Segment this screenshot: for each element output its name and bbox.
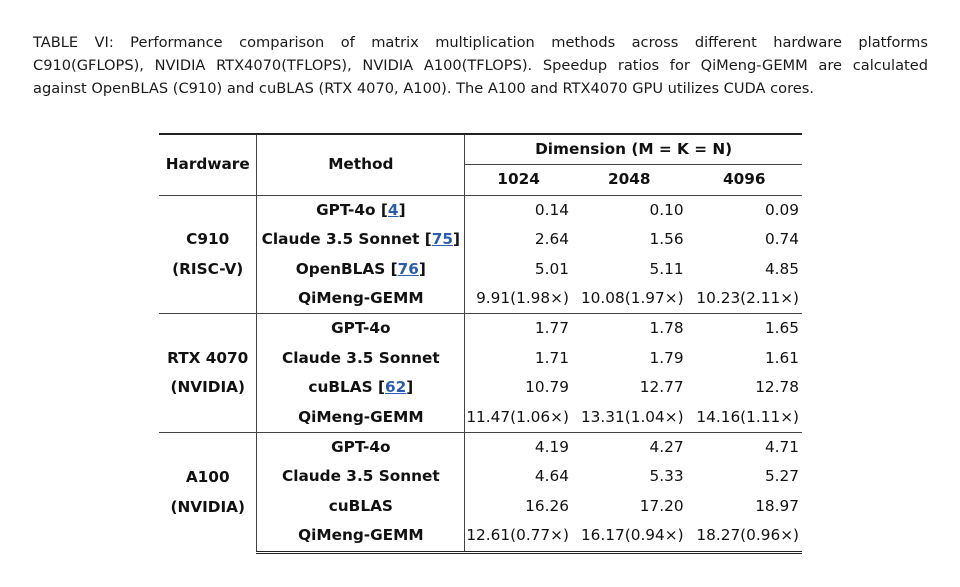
header-size-4096: 4096 [686,164,802,196]
value-cell-2048: 5.33 [649,467,684,486]
value-cell-4096: 18.97 [755,496,799,515]
method-name: QiMeng-GEMM [298,526,424,545]
value-cell-2048: 0.10 [571,194,687,226]
hardware-arch: (NVIDIA) [170,378,245,397]
hardware-cell: C910 (RISC-V) [159,194,258,314]
hardware-arch: (RISC-V) [172,259,244,278]
table-caption: TABLE VI: Performance comparison of matr… [33,31,928,100]
citation-link[interactable]: 62 [384,378,407,397]
value-cell-2048: 10.08(1.97×) [580,289,684,308]
hardware-arch: (NVIDIA) [170,497,245,516]
value-cell-4096: 0.74 [764,230,799,249]
value-cell-2048: 16.17(0.94×) [571,521,687,554]
value-cell-4096: 1.65 [686,313,802,344]
method-name: OpenBLAS [295,259,386,278]
method-cell: Claude 3.5 Sonnet [256,462,466,492]
value-cell-1024: 9.91(1.98×) [476,289,569,308]
method-name: cuBLAS [308,378,373,397]
value-cell-2048: 13.31(1.04×) [580,407,684,426]
value-cell-1024: 11.47(1.06×) [466,407,569,426]
header-size-1024: 1024 [464,164,572,196]
value-cell-2048: 4.27 [571,432,687,463]
method-cell: GPT-4o [256,313,466,344]
value-cell-4096: 14.16(1.11×) [696,407,799,426]
hardware-cell: A100 (NVIDIA) [159,432,258,553]
value-cell-4096: 5.27 [764,467,799,486]
table-body: C910 (RISC-V) GPT-4o [4] 0.14 0.10 0.09 Claude… [159,194,802,554]
method-name: cuBLAS [328,496,393,515]
method-cell: GPT-4o [4] [256,194,466,226]
table-row: QiMeng-GEMM 9.91(1.98×) 10.08(1.97×) 10.23(… [159,284,802,314]
method-cell: QiMeng-GEMM [256,521,466,554]
caption-line-3: against OpenBLAS (C910) and cuBLAS (RTX … [33,80,815,97]
method-name: Claude 3.5 Sonnet [261,230,420,249]
value-cell-1024: 4.64 [534,467,569,486]
value-cell-4096: 4.71 [686,432,802,463]
value-cell-4096: 1.61 [764,348,799,367]
citation-link[interactable]: 76 [397,259,419,278]
caption-line-2: C910(GFLOPS), NVIDIA RTX4070(TFLOPS), NV… [33,57,928,74]
hardware-name: C910 [186,230,230,249]
value-cell-2048: 5.11 [649,259,684,278]
table-row: Claude 3.5 Sonnet 4.64 5.33 5.27 [159,462,802,492]
value-cell-1024: 16.26 [525,496,569,515]
value-cell-2048: 1.79 [649,348,684,367]
value-cell-1024: 0.14 [464,194,572,226]
method-cell: QiMeng-GEMM [256,284,466,314]
value-cell-1024: 1.71 [534,348,569,367]
citation-link[interactable]: 4 [387,200,399,219]
header-dimension: Dimension (M = K = N) [464,133,802,166]
table-row: Claude 3.5 Sonnet 1.71 1.79 1.61 [159,343,802,374]
method-cell: GPT-4o [256,432,466,463]
value-cell-2048: 12.77 [639,378,684,397]
method-name: QiMeng-GEMM [298,289,424,308]
performance-table: Hardware Method Dimension (M = K = N) 10… [159,132,802,554]
table-row: cuBLAS 16.26 17.20 18.97 [159,491,802,522]
header-method: Method [256,132,466,196]
table-row: Claude 3.5 Sonnet [75] 2.64 1.56 0.74 [159,225,802,255]
value-cell-1024: 2.64 [534,230,569,249]
table-row: QiMeng-GEMM 11.47(1.06×) 13.31(1.04×) 14.16… [159,402,802,433]
value-cell-1024: 12.61(0.77×) [464,521,572,554]
value-cell-2048: 17.20 [639,496,684,515]
method-cell: cuBLAS [256,491,466,522]
table-header: Hardware Method Dimension (M = K = N) 10… [159,132,802,196]
value-cell-4096: 0.09 [686,194,802,226]
method-cell: OpenBLAS [76] [256,254,466,285]
header-size-2048: 2048 [571,164,687,196]
table-row: cuBLAS [62] 10.79 12.77 12.78 [159,373,802,403]
value-cell-4096: 12.78 [755,378,799,397]
table-row: RTX 4070 (NVIDIA) GPT-4o 1.77 1.78 1.65 [159,313,802,433]
citation-link[interactable]: 75 [431,230,454,249]
value-cell-2048: 1.56 [649,230,684,249]
value-cell-4096: 10.23(2.11×) [696,289,799,308]
method-cell: cuBLAS [62] [256,373,466,403]
method-cell: Claude 3.5 Sonnet [75] [256,225,466,255]
header-hardware: Hardware [159,132,258,196]
value-cell-1024: 10.79 [525,378,569,397]
method-name: GPT-4o [331,438,391,457]
method-cell: QiMeng-GEMM [256,402,466,433]
caption-line-1: TABLE VI: Performance comparison of matr… [33,34,928,51]
value-cell-4096: 18.27(0.96×) [686,521,802,554]
hardware-name: A100 [185,468,230,487]
method-cell: Claude 3.5 Sonnet [256,343,466,374]
method-name: QiMeng-GEMM [298,407,424,426]
table-row: C910 (RISC-V) GPT-4o [4] 0.14 0.10 0.09 [159,194,802,314]
value-cell-1024: 4.19 [464,432,572,463]
hardware-name: RTX 4070 [167,348,249,367]
method-name: Claude 3.5 Sonnet [281,348,440,367]
table-row: OpenBLAS [76] 5.01 5.11 4.85 [159,254,802,285]
value-cell-1024: 1.77 [464,313,572,344]
hardware-cell: RTX 4070 (NVIDIA) [159,313,258,433]
value-cell-4096: 4.85 [764,259,799,278]
value-cell-2048: 1.78 [571,313,687,344]
value-cell-1024: 5.01 [534,259,569,278]
table-row: QiMeng-GEMM 12.61(0.77×) 16.17(0.94×) 18.27… [159,521,802,554]
method-name: GPT-4o [316,200,376,219]
method-name: GPT-4o [331,319,391,338]
table-row: A100 (NVIDIA) GPT-4o 4.19 4.27 4.71 [159,432,802,553]
method-name: Claude 3.5 Sonnet [281,467,440,486]
